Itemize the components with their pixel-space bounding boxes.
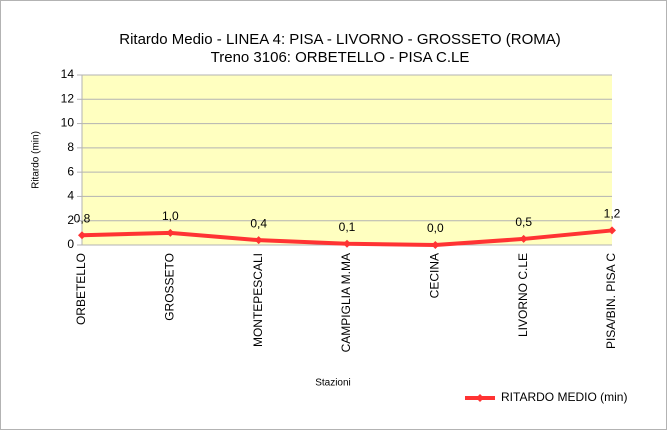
- y-axis-label: Ritardo (min): [31, 131, 42, 189]
- y-tick-label: 14: [61, 67, 75, 81]
- y-tick-label: 0: [67, 237, 74, 251]
- point: [254, 236, 263, 245]
- x-tick-label: MONTEPESCALI: [251, 253, 265, 347]
- point: [343, 239, 351, 248]
- x-tick-label: PISA/BIN. PISA C: [604, 253, 618, 349]
- x-tick-label: LIVORNO C.LE: [516, 253, 530, 337]
- x-tick-label: ORBETELLO: [74, 253, 88, 325]
- data-label: 0,8: [74, 211, 91, 225]
- chart-subtitle: Treno 3106: ORBETELLO - PISA C.LE: [211, 49, 470, 66]
- y-tick-label: 10: [61, 116, 75, 130]
- y-tick-label: 12: [61, 91, 75, 105]
- x-axis-label: Stazioni: [315, 378, 351, 389]
- legend-marker: [476, 394, 484, 402]
- legend-label: RITARDO MEDIO (min): [501, 390, 627, 404]
- y-tick-label: 8: [67, 140, 74, 154]
- point: [166, 228, 175, 237]
- data-label: 1,2: [604, 207, 621, 221]
- point: [519, 234, 528, 243]
- data-label: 0,5: [515, 215, 532, 229]
- data-label: 0,4: [250, 216, 267, 230]
- point: [608, 226, 616, 235]
- data-label: 1,0: [162, 209, 179, 223]
- y-tick-label: 4: [67, 189, 74, 203]
- chart-title: Ritardo Medio - LINEA 4: PISA - LIVORNO …: [119, 31, 561, 48]
- plot-area: [82, 75, 612, 245]
- x-tick-label: GROSSETO: [163, 253, 177, 321]
- x-tick-label: CECINA: [428, 253, 442, 298]
- data-label: 0,0: [427, 221, 444, 235]
- y-tick-label: 2: [67, 213, 74, 227]
- point: [78, 231, 86, 240]
- y-tick-label: 6: [67, 164, 74, 178]
- x-tick-label: CAMPIGLIA M.MA: [339, 253, 353, 352]
- point: [431, 241, 440, 249]
- data-label: 0,1: [339, 220, 356, 234]
